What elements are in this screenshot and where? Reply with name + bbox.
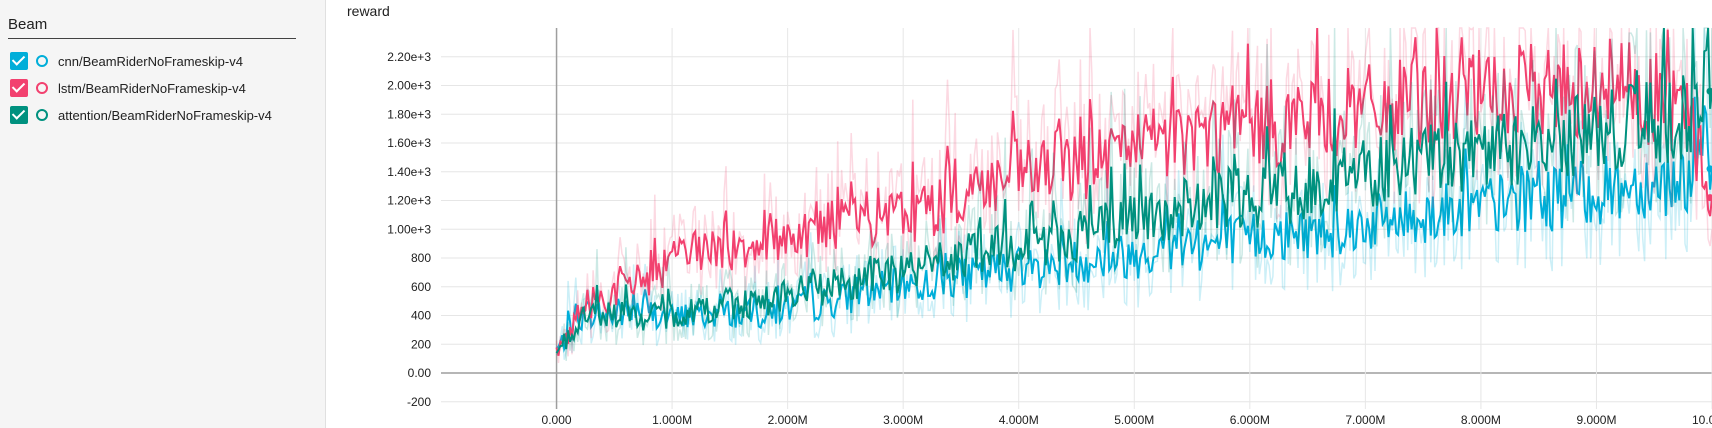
x-tick-label: 8.000M — [1461, 413, 1501, 427]
runs-group-title: Beam — [8, 16, 48, 33]
x-tick-label: 2.000M — [768, 413, 808, 427]
checkbox-checked-icon[interactable] — [10, 106, 28, 124]
y-tick-label: 1.20e+3 — [387, 194, 431, 208]
x-tick-label: 7.000M — [1345, 413, 1385, 427]
y-tick-label: 2.20e+3 — [387, 50, 431, 64]
run-label: attention/BeamRiderNoFrameskip-v4 — [58, 107, 272, 123]
x-tick-label: 0.000 — [542, 413, 572, 427]
radio-icon[interactable] — [36, 55, 48, 67]
series-raw-line — [556, 27, 1712, 360]
y-tick-label: 600 — [411, 280, 431, 294]
series-end-point — [1706, 165, 1712, 173]
x-tick-label: 4.000M — [999, 413, 1039, 427]
run-item-lstm[interactable]: lstm/BeamRiderNoFrameskip-v4 — [10, 77, 246, 99]
x-tick-label: 3.000M — [883, 413, 923, 427]
series-lines — [555, 26, 1712, 364]
chart-title: reward — [347, 3, 390, 19]
y-tick-label: 0.00 — [408, 366, 432, 380]
series-raw-line — [555, 27, 1712, 361]
series-end-point — [1706, 194, 1712, 202]
x-tick-label: 9.000M — [1576, 413, 1616, 427]
series-line — [555, 27, 1712, 356]
series-end-point — [1706, 87, 1712, 95]
runs-sidebar: Beam cnn/BeamRiderNoFrameskip-v4 lstm/Be… — [0, 0, 326, 428]
tick-labels: -200 0.00 200 400 600 800 1.00e+3 1.20e+3 1.40e+… — [387, 50, 1712, 427]
y-tick-label: 1.80e+3 — [387, 107, 431, 121]
grid — [441, 28, 1712, 409]
run-item-cnn[interactable]: cnn/BeamRiderNoFrameskip-v4 — [10, 50, 243, 72]
checkbox-checked-icon[interactable] — [10, 79, 28, 97]
radio-icon[interactable] — [36, 82, 48, 94]
y-tick-label: -200 — [407, 395, 431, 409]
x-tick-label: 6.000M — [1230, 413, 1270, 427]
y-tick-label: 1.00e+3 — [387, 222, 431, 236]
radio-icon[interactable] — [36, 109, 48, 121]
y-tick-label: 2.00e+3 — [387, 79, 431, 93]
checkbox-checked-icon[interactable] — [10, 52, 28, 70]
series-raw-line — [555, 26, 1712, 364]
x-tick-label: 5.000M — [1114, 413, 1154, 427]
divider — [8, 38, 296, 39]
y-tick-label: 1.60e+3 — [387, 136, 431, 150]
x-tick-label: 1.000M — [652, 413, 692, 427]
series-line — [555, 96, 1712, 353]
y-tick-label: 400 — [411, 309, 431, 323]
reward-chart[interactable]: -200 0.00 200 400 600 800 1.00e+3 1.20e+3 1.40e+… — [326, 0, 1712, 428]
run-label: cnn/BeamRiderNoFrameskip-v4 — [58, 53, 243, 69]
run-label: lstm/BeamRiderNoFrameskip-v4 — [58, 80, 246, 96]
y-tick-label: 1.40e+3 — [387, 165, 431, 179]
series-line — [555, 27, 1712, 354]
run-item-attention[interactable]: attention/BeamRiderNoFrameskip-v4 — [10, 104, 272, 126]
y-tick-label: 800 — [411, 251, 431, 265]
x-tick-label: 10.00M — [1692, 413, 1712, 427]
y-tick-label: 200 — [411, 337, 431, 351]
